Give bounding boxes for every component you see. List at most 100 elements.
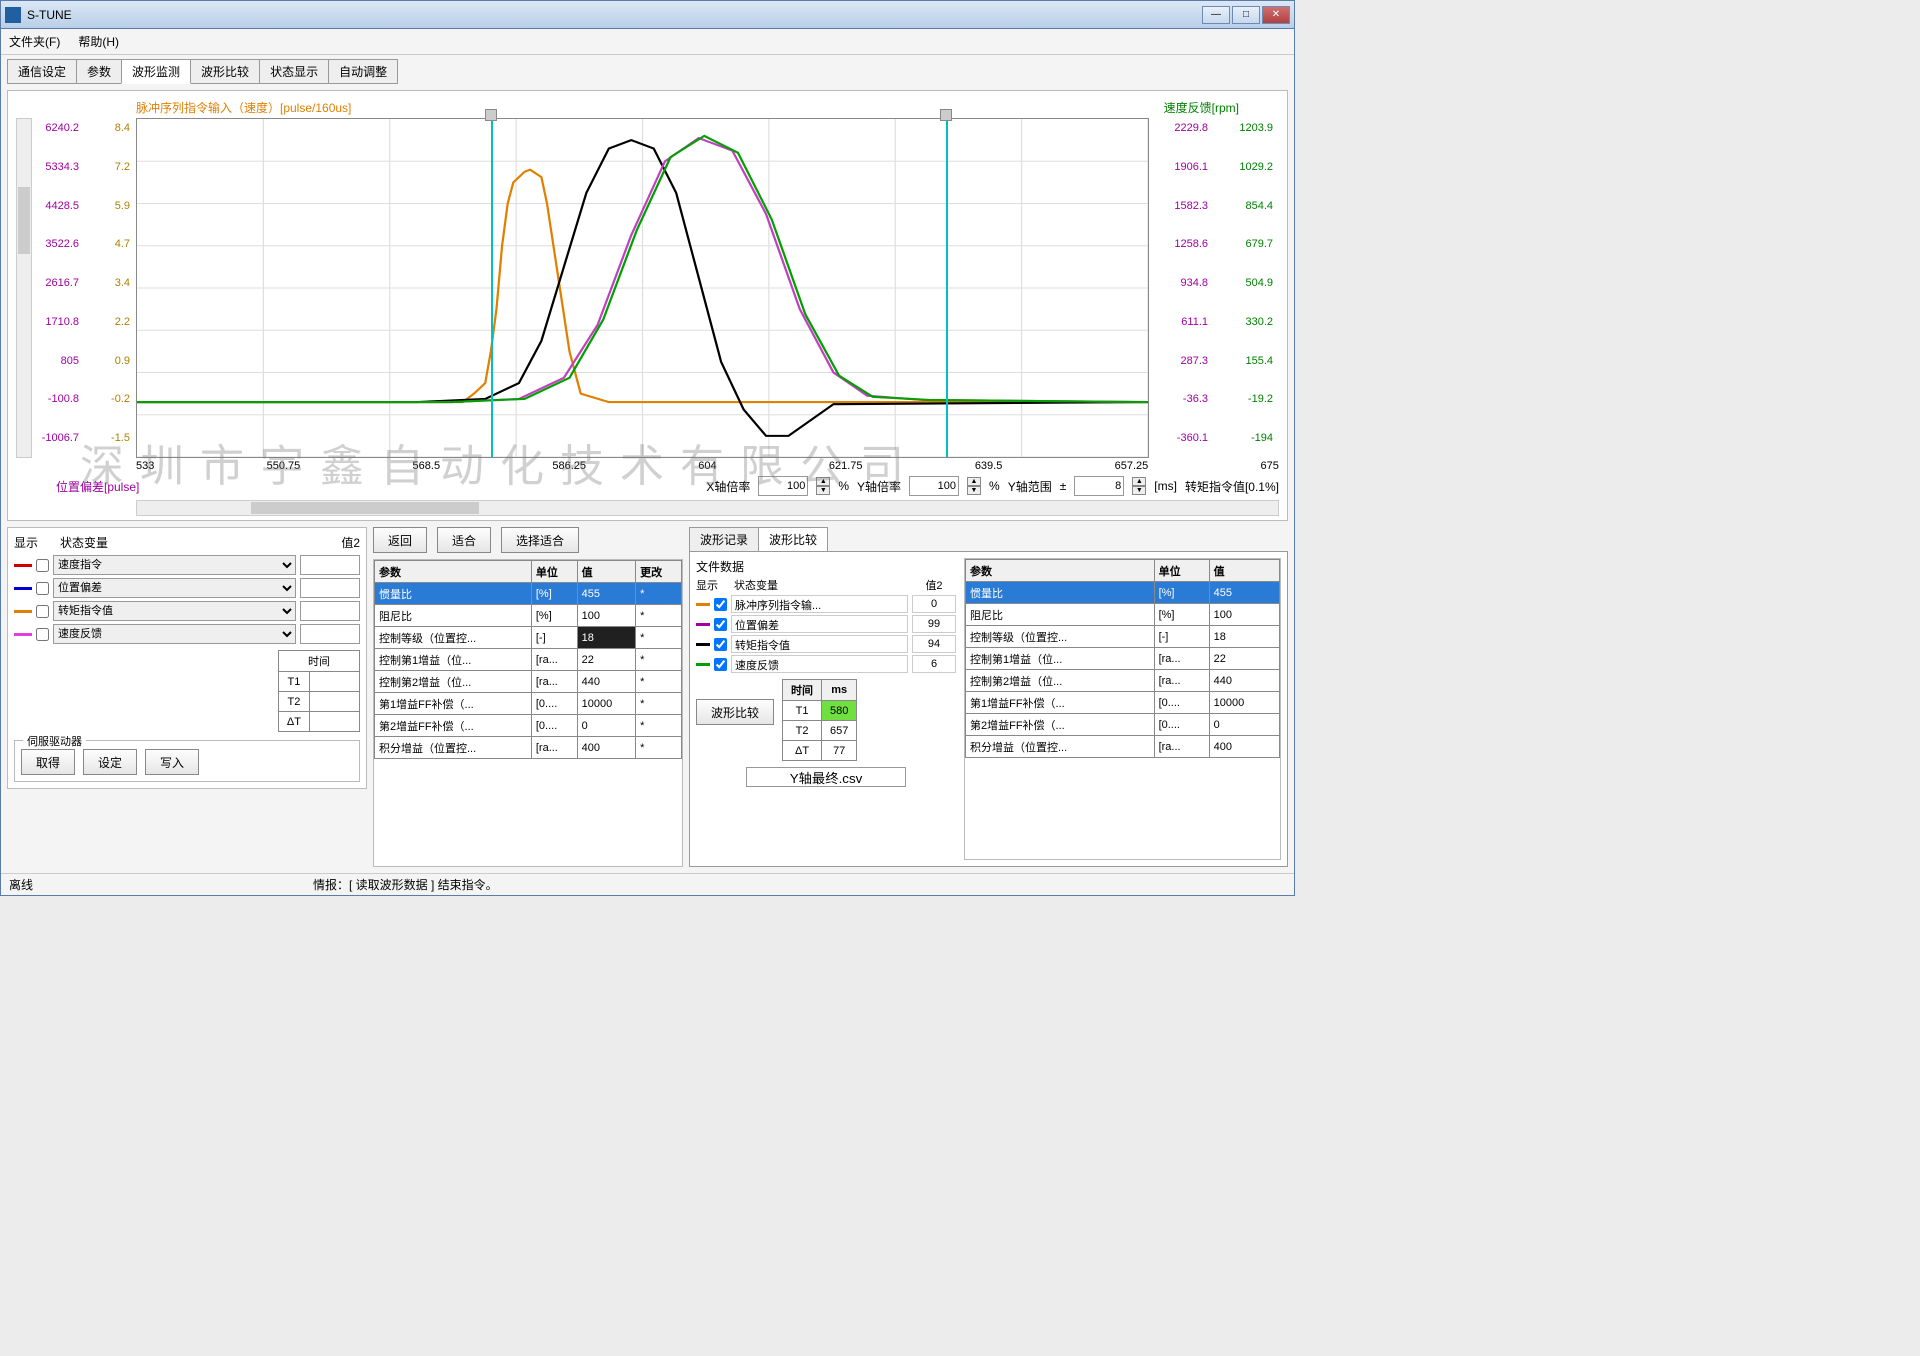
sub-tabs: 波形记录波形比较 (689, 527, 1288, 552)
sub-tab-1[interactable]: 波形比较 (758, 527, 828, 552)
y-axis-right-b: 1203.91029.2854.4679.7504.9330.2155.4-19… (1214, 118, 1279, 458)
y-range-label: Y轴范围 (1008, 478, 1052, 495)
file-check[interactable] (714, 638, 727, 651)
legend-check[interactable] (36, 559, 49, 572)
app-icon (5, 7, 21, 23)
sub-tab-0[interactable]: 波形记录 (689, 527, 759, 552)
file-varname: 速度反馈 (731, 655, 908, 673)
legend-select[interactable]: 位置偏差 (53, 578, 296, 598)
legend-value[interactable] (300, 578, 360, 598)
titlebar: S-TUNE — □ ✕ (1, 1, 1294, 29)
file-varname: 位置偏差 (731, 615, 908, 633)
maximize-button[interactable]: □ (1232, 6, 1260, 24)
x-scale-up[interactable]: ▲ (816, 477, 830, 486)
file-val2: 0 (912, 595, 956, 613)
y-axis-left-a: 6240.25334.34428.53522.62616.71710.8805-… (34, 118, 85, 458)
menu-file[interactable]: 文件夹(F) (9, 33, 60, 50)
file-val2: 6 (912, 655, 956, 673)
legend-check[interactable] (36, 605, 49, 618)
plot-area[interactable] (136, 118, 1149, 458)
y-range-down[interactable]: ▼ (1132, 486, 1146, 495)
param-table[interactable]: 参数单位值更改惯量比[%]455*阻尼比[%]100*控制等级（位置控...[-… (374, 560, 682, 759)
servo-group: 伺服驱动器 取得 设定 写入 (14, 740, 360, 782)
swatch (696, 663, 710, 666)
y-scale-down[interactable]: ▼ (967, 486, 981, 495)
file-check[interactable] (714, 598, 727, 611)
compare-button[interactable]: 波形比较 (696, 699, 774, 725)
back-button[interactable]: 返回 (373, 527, 427, 553)
legend-row-2: 转矩指令值 (14, 601, 360, 621)
minimize-button[interactable]: — (1202, 6, 1230, 24)
csv-filename[interactable] (746, 767, 906, 787)
swatch (14, 633, 32, 636)
status-right: 情报：[ 读取波形数据 ] 结束指令。 (313, 876, 498, 893)
legend-select[interactable]: 速度反馈 (53, 624, 296, 644)
legend-row-1: 位置偏差 (14, 578, 360, 598)
servo-set-button[interactable]: 设定 (83, 749, 137, 775)
file-val2: 94 (912, 635, 956, 653)
file-row-2: 转矩指令值94 (696, 635, 956, 653)
close-button[interactable]: ✕ (1262, 6, 1290, 24)
file-row-0: 脉冲序列指令输...0 (696, 595, 956, 613)
window-title: S-TUNE (27, 8, 1202, 22)
swatch (14, 587, 32, 590)
select-fit-button[interactable]: 选择适合 (501, 527, 579, 553)
file-row-1: 位置偏差99 (696, 615, 956, 633)
legend-check[interactable] (36, 582, 49, 595)
chart-panel: 脉冲序列指令输入（速度）[pulse/160us] 速度反馈[rpm] 6240… (7, 90, 1288, 521)
fit-button[interactable]: 适合 (437, 527, 491, 553)
chart-title-left: 脉冲序列指令输入（速度）[pulse/160us] (136, 99, 351, 116)
ylabel-right: 转矩指令值[0.1%] (1185, 478, 1279, 495)
tab-4[interactable]: 状态显示 (259, 59, 329, 84)
file-row-3: 速度反馈6 (696, 655, 956, 673)
y-scale-input[interactable] (909, 476, 959, 496)
ylabel-left: 位置偏差[pulse] (56, 478, 139, 495)
y-scrollbar[interactable] (16, 118, 32, 458)
x-axis: 533550.75568.5586.25604621.75639.5657.25… (16, 458, 1279, 472)
cursor-2[interactable] (946, 119, 948, 457)
x-scale-label: X轴倍率 (706, 478, 750, 495)
tab-1[interactable]: 参数 (76, 59, 122, 84)
x-scale-down[interactable]: ▼ (816, 486, 830, 495)
file-check[interactable] (714, 618, 727, 631)
y-range-input[interactable] (1074, 476, 1124, 496)
time-table: 时间 T1 T2 ΔT (278, 650, 360, 732)
legend-check[interactable] (36, 628, 49, 641)
right-param-table[interactable]: 参数单位值惯量比[%]455阻尼比[%]100控制等级（位置控...[-]18控… (965, 559, 1280, 758)
tab-2[interactable]: 波形监测 (121, 59, 191, 84)
file-time-table: 时间ms T1580 T2657 ΔT77 (782, 679, 857, 761)
x-scale-input[interactable] (758, 476, 808, 496)
tab-0[interactable]: 通信设定 (7, 59, 77, 84)
swatch (696, 623, 710, 626)
servo-get-button[interactable]: 取得 (21, 749, 75, 775)
x-scrollbar[interactable] (136, 500, 1279, 516)
legend-value[interactable] (300, 624, 360, 644)
y-scale-up[interactable]: ▲ (967, 477, 981, 486)
legend-select[interactable]: 速度指令 (53, 555, 296, 575)
file-varname: 转矩指令值 (731, 635, 908, 653)
statusbar: 离线 情报：[ 读取波形数据 ] 结束指令。 (1, 873, 1294, 895)
swatch (696, 643, 710, 646)
cursor-1[interactable] (491, 119, 493, 457)
legend-value[interactable] (300, 555, 360, 575)
tab-5[interactable]: 自动调整 (328, 59, 398, 84)
y-scale-label: Y轴倍率 (857, 478, 901, 495)
servo-write-button[interactable]: 写入 (145, 749, 199, 775)
legend-value[interactable] (300, 601, 360, 621)
main-tabs: 通信设定参数波形监测波形比较状态显示自动调整 (1, 55, 1294, 84)
y-axis-right-a: 2229.81906.11582.31258.6934.8611.1287.3-… (1149, 118, 1214, 458)
tab-3[interactable]: 波形比较 (190, 59, 260, 84)
menu-help[interactable]: 帮助(H) (78, 33, 119, 50)
file-check[interactable] (714, 658, 727, 671)
swatch (14, 564, 32, 567)
swatch (14, 610, 32, 613)
chart-title-right: 速度反馈[rpm] (1164, 99, 1239, 116)
y-range-up[interactable]: ▲ (1132, 477, 1146, 486)
status-left: 离线 (9, 876, 33, 893)
file-varname: 脉冲序列指令输... (731, 595, 908, 613)
legend-row-3: 速度反馈 (14, 624, 360, 644)
legend-panel: 显示 状态变量 值2 速度指令位置偏差转矩指令值速度反馈 时间 T1 T2 ΔT (7, 527, 367, 789)
y-axis-left-b: 8.47.25.94.73.42.20.9-0.2-1.5 (85, 118, 136, 458)
swatch (696, 603, 710, 606)
legend-select[interactable]: 转矩指令值 (53, 601, 296, 621)
